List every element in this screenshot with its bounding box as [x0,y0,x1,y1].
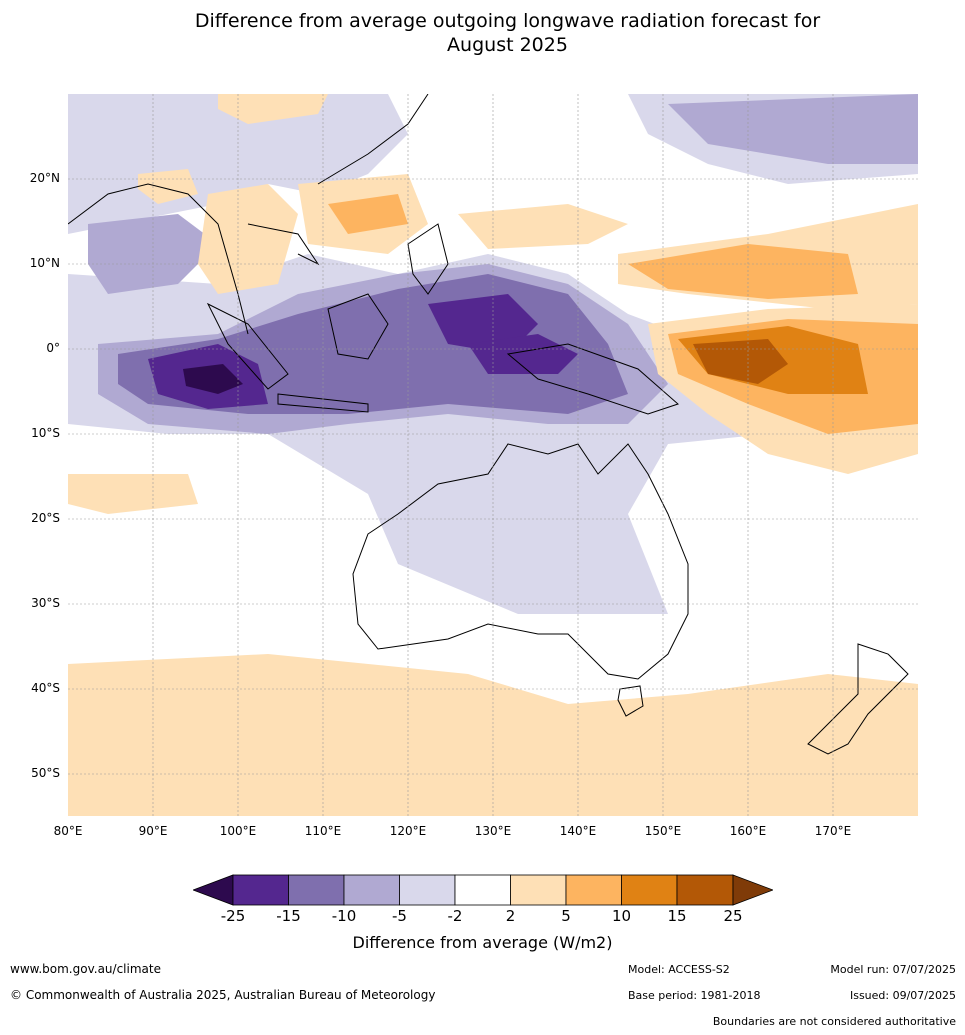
map-graticule [68,94,918,816]
colorbar-swatch [510,874,567,906]
new-guinea-coastline [506,343,679,415]
lat-label-20s: 20°S [31,511,60,525]
map-title-line-2: August 2025 [447,34,568,56]
lat-label-20n: 20°N [29,171,60,185]
lon-label-90e: 90°E [138,824,168,838]
lat-label-30s: 30°S [31,596,60,610]
anomaly-region [328,194,408,234]
colorbar-tick: -5 [392,907,407,925]
anomaly-region [668,94,918,164]
colorbar-tick: -25 [220,907,246,925]
lat-label-50s: 50°S [31,766,60,780]
colorbar-swatch [676,874,734,906]
colorbar-tick: 2 [505,907,516,925]
colorbar-tick: -10 [331,907,357,925]
lon-label-130e: 130°E [474,824,512,838]
model-run-text: Model run: 07/07/2025 [830,963,956,976]
copyright-text: © Commonwealth of Australia 2025, Austra… [10,988,436,1002]
lat-label-0: 0° [46,341,60,355]
colorbar-tick: -2 [447,907,463,925]
anomaly-region [68,474,198,514]
lat-label-40s: 40°S [31,681,60,695]
base-period-text: Base period: 1981-2018 [628,989,761,1002]
anomaly-region [628,244,858,299]
lon-label-100e: 100°E [219,824,257,838]
lon-label-110e: 110°E [304,824,342,838]
colorbar-swatch [343,874,400,906]
colorbar-tick: 10 [611,907,632,925]
anomaly-region [183,364,243,394]
lon-label-120e: 120°E [389,824,427,838]
map-title-line-1: Difference from average outgoing longwav… [194,10,821,32]
website-link[interactable]: www.bom.gov.au/climate [10,962,161,976]
borneo-coastline [327,293,389,360]
colorbar-tick: -15 [276,907,301,925]
colorbar-tick: 5 [561,907,571,925]
java-coastline [277,393,369,413]
lon-label-160e: 160°E [729,824,767,838]
colorbar-swatch [399,874,456,906]
anomaly-region [468,334,578,374]
disclaimer-text: Boundaries are not considered authoritat… [712,1015,956,1028]
tasmania-coastline [617,685,644,717]
colorbar-tick: 15 [667,907,687,925]
lat-label-10n: 10°N [29,256,60,270]
new-zealand-coastline [807,643,909,755]
lat-label-10s: 10°S [31,426,60,440]
lon-label-80e: 80°E [53,824,83,838]
colorbar-swatch [621,874,678,906]
australia-coastline [352,443,689,680]
lon-label-150e: 150°E [644,824,682,838]
anomaly-region [218,94,328,124]
colorbar-title: Difference from average (W/m2) [352,933,613,952]
anomaly-region [693,339,788,384]
philippines-coastline [407,223,449,295]
colorbar-swatch [565,874,622,906]
issued-text: Issued: 09/07/2025 [849,989,956,1002]
anomaly-region [458,204,628,249]
anomaly-map [68,94,918,816]
lon-label-140e: 140°E [559,824,597,838]
colorbar-swatch [454,874,511,906]
colorbar-min-arrow [191,874,234,906]
colorbar-svg [191,874,775,906]
anomaly-region [198,184,298,294]
colorbar-swatch [288,874,345,906]
lon-label-170e: 170°E [814,824,852,838]
colorbar-max-arrow [732,874,775,906]
model-text: Model: ACCESS-S2 [628,963,730,976]
colorbar-tick: 25 [723,907,743,925]
colorbar-swatch [232,874,289,906]
colorbar [191,874,775,906]
sumatra-coastline [206,302,289,390]
map-panel [68,94,918,816]
